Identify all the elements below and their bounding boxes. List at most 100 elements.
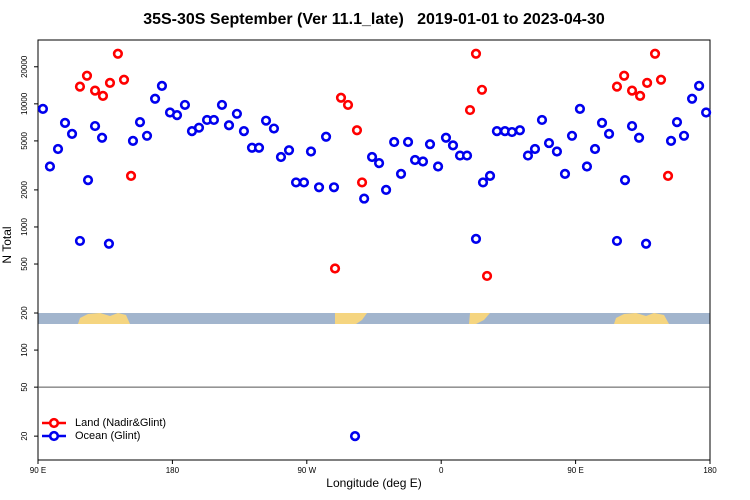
- point: [665, 135, 677, 147]
- point: [432, 161, 444, 172]
- series: [74, 48, 674, 282]
- point: [356, 177, 368, 188]
- point: [223, 120, 235, 131]
- point: [81, 70, 93, 81]
- x-tick-label: 90 E: [567, 466, 583, 475]
- point: [89, 120, 101, 132]
- point: [373, 158, 385, 169]
- point: [260, 115, 272, 126]
- legend-label: Land (Nadir&Glint): [75, 417, 166, 429]
- point: [305, 146, 317, 157]
- point: [112, 48, 123, 59]
- point: [678, 130, 690, 141]
- point: [464, 104, 476, 116]
- y-tick-label: 100: [20, 343, 29, 357]
- point: [574, 103, 586, 114]
- point: [470, 48, 482, 59]
- point: [253, 142, 265, 153]
- point: [366, 151, 378, 163]
- point: [440, 132, 452, 143]
- point: [134, 117, 146, 128]
- series: [37, 80, 712, 442]
- point: [82, 175, 94, 186]
- point: [536, 114, 548, 126]
- point: [268, 123, 280, 134]
- x-tick-label: 90 W: [297, 466, 316, 475]
- point: [216, 99, 228, 111]
- x-tick-label: 180: [703, 466, 717, 475]
- point: [686, 93, 698, 104]
- point: [529, 143, 541, 155]
- point: [389, 136, 400, 148]
- point: [342, 99, 354, 111]
- point: [596, 117, 608, 129]
- point: [275, 151, 287, 163]
- point: [328, 182, 340, 193]
- point: [44, 161, 56, 172]
- point: [424, 139, 436, 150]
- point: [59, 117, 71, 129]
- point: [179, 99, 191, 111]
- point: [476, 84, 488, 95]
- point: [611, 235, 623, 247]
- point: [283, 145, 295, 156]
- point: [37, 103, 49, 114]
- x-axis-label: Longitude (deg E): [326, 476, 421, 490]
- ocean-strip: [38, 313, 710, 324]
- point: [626, 120, 638, 132]
- point: [559, 168, 571, 179]
- point: [290, 177, 302, 188]
- point: [298, 177, 310, 188]
- point: [231, 108, 243, 119]
- x-tick-label: 0: [439, 466, 444, 475]
- point: [589, 143, 601, 155]
- point: [506, 126, 518, 138]
- point: [52, 143, 64, 155]
- point: [66, 128, 78, 139]
- point: [514, 125, 525, 136]
- land-shape: [335, 313, 367, 324]
- plot-frame: [37, 39, 711, 461]
- y-tick-label: 2000: [20, 180, 29, 198]
- point: [642, 77, 653, 88]
- point: [74, 235, 86, 247]
- point: [635, 90, 646, 102]
- y-tick-label: 50: [20, 382, 29, 391]
- point: [655, 74, 667, 85]
- point: [417, 156, 429, 167]
- point: [701, 107, 712, 118]
- point: [543, 137, 555, 149]
- point: [74, 81, 86, 92]
- point: [97, 90, 109, 102]
- point: [193, 122, 205, 133]
- point: [104, 77, 116, 88]
- point: [96, 132, 108, 143]
- point: [633, 132, 645, 143]
- point: [335, 92, 347, 103]
- point: [581, 161, 593, 172]
- land-shape: [78, 313, 130, 324]
- legend-label: Ocean (Glint): [75, 430, 140, 442]
- point: [118, 74, 130, 85]
- point: [359, 193, 370, 204]
- point: [611, 81, 623, 92]
- point: [320, 131, 332, 142]
- point: [409, 154, 421, 166]
- point: [125, 170, 137, 181]
- point: [626, 85, 638, 96]
- point: [127, 135, 139, 147]
- point: [395, 168, 407, 179]
- point: [171, 110, 183, 121]
- point: [238, 126, 250, 137]
- point: [461, 150, 473, 161]
- point: [662, 170, 674, 181]
- point: [484, 170, 496, 181]
- chart-title: 35S-30S September (Ver 11.1_late) 2019-0…: [143, 11, 605, 28]
- land-shape: [614, 313, 669, 324]
- point: [566, 130, 578, 141]
- point: [349, 431, 361, 442]
- map-strip: [38, 313, 710, 324]
- point: [351, 125, 363, 136]
- y-tick-label: 5000: [20, 131, 29, 149]
- y-tick-label: 1000: [20, 218, 29, 236]
